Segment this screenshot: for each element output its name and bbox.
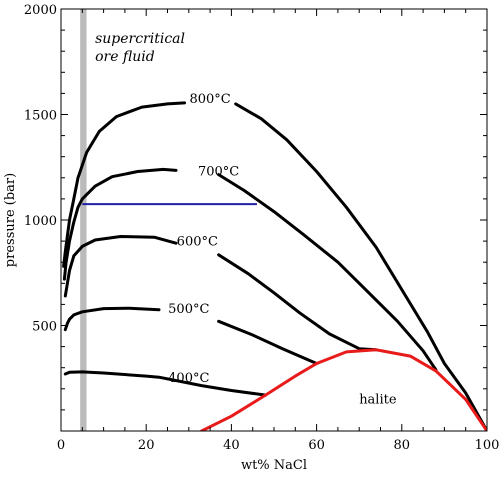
x-tick-label: 60 [308, 438, 325, 453]
series-line-halite [200, 348, 487, 431]
y-tick-label: 500 [32, 320, 57, 335]
series-line-600c-b [217, 253, 378, 352]
annotation-supercritical: supercritical ore fluid [95, 31, 185, 65]
y-tick-label: 1000 [24, 214, 57, 229]
x-tick-label: 100 [475, 438, 500, 453]
y-axis-title: pressure (bar) [3, 173, 18, 267]
x-tick-label: 40 [223, 438, 240, 453]
plot-frame [60, 8, 488, 432]
axis-ticks [60, 8, 488, 432]
series-label-700c: 700°C [198, 165, 239, 180]
series-label-600c: 600°C [177, 234, 218, 249]
series-label-500c: 500°C [168, 302, 209, 317]
x-axis-title: wt% NaCl [241, 458, 307, 473]
supercritical-band [80, 9, 87, 431]
series-line-400c [63, 370, 267, 397]
annotation-halite: halite [359, 393, 397, 408]
tick-labels: 0 20 40 60 80 100 500 1000 1500 2000 [24, 3, 500, 453]
series-label-800c: 800°C [189, 92, 230, 107]
series-line-700c [62, 167, 178, 281]
x-tick-label: 20 [138, 438, 155, 453]
series-line-800c [62, 101, 186, 268]
annotation-line: supercritical [95, 31, 185, 47]
y-tick-label: 2000 [24, 3, 57, 18]
annotations: supercritical ore fluid halite [95, 31, 397, 408]
annotation-line: halite [359, 393, 397, 408]
y-tick-label: 1500 [24, 109, 57, 124]
series-label-400c: 400°C [168, 371, 209, 386]
x-tick-label: 0 [57, 438, 65, 453]
x-tick-label: 80 [394, 438, 411, 453]
series-line-800c-b [234, 102, 487, 431]
series-labels: 400°C 500°C 600°C 700°C 800°C [168, 92, 239, 386]
annotation-line: ore fluid [95, 49, 155, 65]
series-line-500c-b [217, 319, 319, 365]
plot-area [62, 9, 487, 431]
series-line-500c [63, 306, 161, 332]
plot-border [60, 8, 488, 432]
series-line-700c-b [217, 173, 438, 372]
series-line-600c [63, 235, 178, 298]
